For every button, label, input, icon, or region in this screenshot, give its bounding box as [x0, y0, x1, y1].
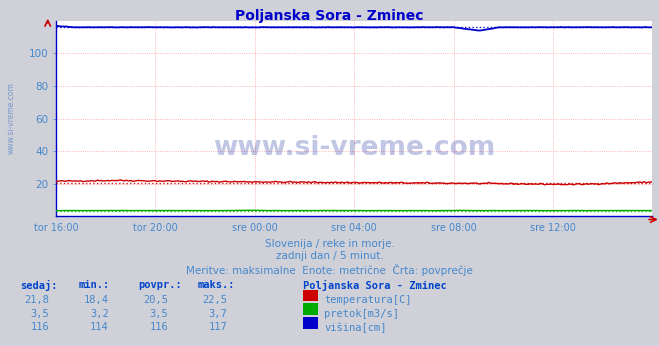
Text: tor 16:00: tor 16:00: [34, 223, 78, 233]
Text: Poljanska Sora - Zminec: Poljanska Sora - Zminec: [235, 9, 424, 22]
Text: maks.:: maks.:: [198, 280, 235, 290]
Text: povpr.:: povpr.:: [138, 280, 182, 290]
Text: 3,2: 3,2: [90, 309, 109, 319]
Text: 22,5: 22,5: [202, 295, 227, 305]
Text: Slovenija / reke in morje.: Slovenija / reke in morje.: [264, 239, 395, 249]
Text: sre 04:00: sre 04:00: [331, 223, 377, 233]
Text: sre 00:00: sre 00:00: [232, 223, 277, 233]
Text: 117: 117: [209, 322, 227, 333]
Text: sedaj:: sedaj:: [20, 280, 57, 291]
Text: www.si-vreme.com: www.si-vreme.com: [7, 83, 16, 154]
Text: www.si-vreme.com: www.si-vreme.com: [213, 135, 496, 161]
Text: 116: 116: [31, 322, 49, 333]
Text: pretok[m3/s]: pretok[m3/s]: [324, 309, 399, 319]
Text: Meritve: maksimalne  Enote: metrične  Črta: povprečje: Meritve: maksimalne Enote: metrične Črta…: [186, 264, 473, 276]
Text: 18,4: 18,4: [84, 295, 109, 305]
Text: 3,5: 3,5: [150, 309, 168, 319]
Text: 116: 116: [150, 322, 168, 333]
Text: zadnji dan / 5 minut.: zadnji dan / 5 minut.: [275, 251, 384, 261]
Text: sre 12:00: sre 12:00: [530, 223, 576, 233]
Text: min.:: min.:: [79, 280, 110, 290]
Text: 20,5: 20,5: [143, 295, 168, 305]
Text: temperatura[C]: temperatura[C]: [324, 295, 412, 305]
Text: 114: 114: [90, 322, 109, 333]
Text: Poljanska Sora - Zminec: Poljanska Sora - Zminec: [303, 280, 447, 291]
Text: tor 20:00: tor 20:00: [133, 223, 178, 233]
Text: 21,8: 21,8: [24, 295, 49, 305]
Text: sre 08:00: sre 08:00: [431, 223, 476, 233]
Text: 3,5: 3,5: [31, 309, 49, 319]
Text: 3,7: 3,7: [209, 309, 227, 319]
Text: višina[cm]: višina[cm]: [324, 322, 387, 333]
